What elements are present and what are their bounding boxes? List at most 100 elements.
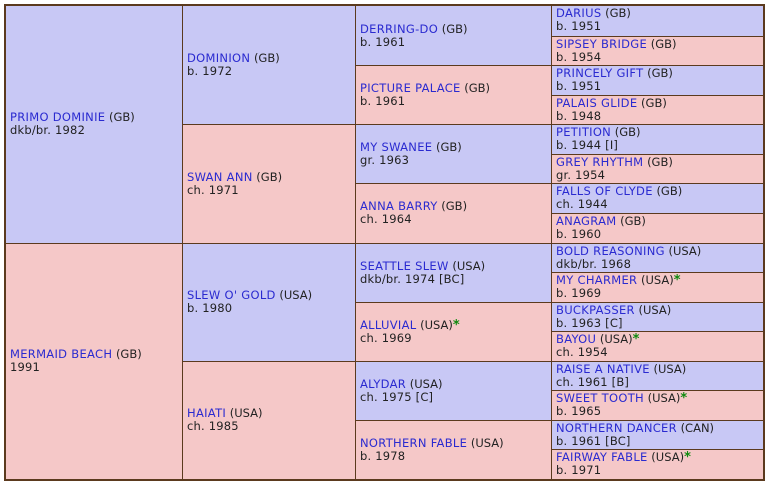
- horse-details: b. 1944 [I]: [556, 138, 619, 153]
- horse-details: ch. 1961 [B]: [556, 374, 630, 389]
- horse-name-link[interactable]: BAYOU: [556, 332, 597, 347]
- horse-name-link[interactable]: DERRING-DO: [360, 21, 439, 36]
- country-code: (GB): [620, 213, 646, 228]
- country-code: (USA): [647, 391, 681, 406]
- country-code: (GB): [650, 36, 677, 51]
- country-code: (USA): [651, 450, 685, 465]
- horse-name-link[interactable]: ANNA BARRY: [360, 199, 438, 214]
- horse-details: b. 1961: [360, 34, 406, 49]
- horse-details: ch. 1985: [187, 419, 239, 434]
- horse-name-link[interactable]: SIPSEY BRIDGE: [556, 36, 648, 51]
- horse-name-link[interactable]: PETITION: [556, 125, 612, 140]
- pedigree-chart: PRIMO DOMINIE (GB) dkb/br. 1982 MERMAID BE…: [4, 4, 765, 481]
- horse-details: b. 1969: [556, 286, 602, 301]
- pedigree-cell-gen3: NORTHERN FABLE (USA) b. 1978: [356, 420, 551, 479]
- horse-name-link[interactable]: ANAGRAM: [556, 213, 617, 228]
- country-code: (GB): [656, 184, 683, 199]
- country-code: (CAN): [680, 420, 715, 435]
- horse-name-link[interactable]: BUCKPASSER: [556, 302, 635, 317]
- country-code: (GB): [115, 347, 142, 362]
- horse-name-link[interactable]: DARIUS: [556, 6, 602, 20]
- horse-details: b. 1954: [556, 49, 602, 64]
- horse-details: b. 1971: [556, 463, 602, 478]
- horse-details: 1991: [10, 360, 41, 375]
- country-code: (USA): [653, 361, 687, 376]
- horse-details: dkb/br. 1968: [556, 256, 632, 271]
- horse-details: ch. 1944: [556, 197, 608, 212]
- pedigree-cell-gen3: MY SWANEE (GB) gr. 1963: [356, 125, 551, 184]
- pedigree-cell-gen3: DERRING-DO (GB) b. 1961: [356, 6, 551, 66]
- horse-name-link[interactable]: GREY RHYTHM: [556, 154, 644, 169]
- pedigree-cell-gen3: ALLUVIAL (USA)* ch. 1969: [356, 302, 551, 361]
- horse-details: gr. 1954: [556, 167, 606, 182]
- pedigree-cell-gen1: PRIMO DOMINIE (GB) dkb/br. 1982: [6, 6, 182, 243]
- pedigree-cell-gen4: PALAIS GLIDE (GB) b. 1948: [552, 95, 763, 125]
- horse-details: ch. 1975 [C]: [360, 389, 434, 404]
- country-code: (USA): [409, 376, 443, 391]
- horse-name-link[interactable]: PALAIS GLIDE: [556, 95, 638, 110]
- horse-name-link[interactable]: DOMINION: [187, 51, 251, 66]
- country-code: (GB): [647, 66, 673, 81]
- country-code: (GB): [464, 81, 491, 96]
- horse-name-link[interactable]: MERMAID BEACH: [10, 347, 113, 362]
- country-code: (GB): [441, 21, 468, 36]
- horse-name-link[interactable]: SLEW O' GOLD: [187, 288, 276, 303]
- horse-name-link[interactable]: NORTHERN FABLE: [360, 435, 468, 450]
- pedigree-cell-gen2: HAIATI (USA) ch. 1985: [183, 361, 355, 479]
- country-code: (GB): [108, 110, 135, 125]
- pedigree-cell-gen4: NORTHERN DANCER (CAN) b. 1961 [BC]: [552, 420, 763, 450]
- horse-details: b. 1978: [360, 448, 406, 463]
- horse-name-link[interactable]: FAIRWAY FABLE: [556, 450, 648, 465]
- horse-name-link[interactable]: HAIATI: [187, 406, 227, 421]
- star-marker-icon: *: [680, 391, 688, 407]
- horse-name-link[interactable]: RAISE A NATIVE: [556, 361, 650, 376]
- horse-details: b. 1951: [556, 79, 602, 94]
- pedigree-cell-gen1: MERMAID BEACH (GB) 1991: [6, 243, 182, 479]
- country-code: (GB): [614, 125, 641, 140]
- pedigree-cell-gen4: ANAGRAM (GB) b. 1960: [552, 213, 763, 243]
- horse-name-link[interactable]: SEATTLE SLEW: [360, 258, 449, 273]
- horse-name-link[interactable]: SWAN ANN: [187, 169, 253, 184]
- horse-name-link[interactable]: ALYDAR: [360, 376, 407, 391]
- pedigree-cell-gen4: GREY RHYTHM (GB) gr. 1954: [552, 154, 763, 184]
- horse-name-link[interactable]: PICTURE PALACE: [360, 81, 461, 96]
- pedigree-cell-gen4: BAYOU (USA)* ch. 1954: [552, 332, 763, 361]
- star-marker-icon: *: [632, 332, 640, 348]
- horse-name-link[interactable]: PRINCELY GIFT: [556, 66, 644, 81]
- pedigree-cell-gen4: BUCKPASSER (USA) b. 1963 [C]: [552, 302, 763, 332]
- horse-name-link[interactable]: ALLUVIAL: [360, 317, 417, 332]
- star-marker-icon: *: [684, 450, 691, 466]
- country-code: (USA): [229, 406, 263, 421]
- country-code: (GB): [647, 154, 673, 169]
- horse-details: ch. 1954: [556, 345, 608, 360]
- horse-details: gr. 1963: [360, 153, 410, 168]
- horse-details: ch. 1964: [360, 212, 412, 227]
- country-code: (USA): [279, 288, 313, 303]
- horse-name-link[interactable]: MY CHARMER: [556, 273, 638, 288]
- horse-details: b. 1951: [556, 19, 602, 33]
- horse-name-link[interactable]: PRIMO DOMINIE: [10, 110, 106, 125]
- horse-name-link[interactable]: FALLS OF CLYDE: [556, 184, 653, 199]
- horse-details: b. 1961: [360, 94, 406, 109]
- country-code: (GB): [253, 51, 280, 66]
- horse-name-link[interactable]: NORTHERN DANCER: [556, 420, 677, 435]
- pedigree-cell-gen2: DOMINION (GB) b. 1972: [183, 6, 355, 125]
- country-code: (USA): [452, 258, 486, 273]
- pedigree-cell-gen3: SEATTLE SLEW (USA) dkb/br. 1974 [BC]: [356, 243, 551, 302]
- horse-details: b. 1948: [556, 108, 602, 123]
- pedigree-cell-gen4: SIPSEY BRIDGE (GB) b. 1954: [552, 36, 763, 66]
- horse-details: ch. 1971: [187, 182, 239, 197]
- horse-details: b. 1961 [BC]: [556, 433, 631, 448]
- pedigree-cell-gen3: ANNA BARRY (GB) ch. 1964: [356, 184, 551, 243]
- horse-name-link[interactable]: SWEET TOOTH: [556, 391, 644, 406]
- country-code: (USA): [640, 273, 674, 288]
- horse-name-link[interactable]: BOLD REASONING: [556, 243, 665, 258]
- country-code: (GB): [436, 140, 462, 155]
- pedigree-cell-gen4: SWEET TOOTH (USA)* b. 1965: [552, 391, 763, 420]
- horse-details: b. 1972: [187, 64, 233, 79]
- horse-details: b. 1965: [556, 404, 602, 419]
- pedigree-cell-gen2: SLEW O' GOLD (USA) b. 1980: [183, 243, 355, 361]
- country-code: (GB): [256, 169, 283, 184]
- horse-name-link[interactable]: MY SWANEE: [360, 140, 433, 155]
- pedigree-cell-gen4: MY CHARMER (USA)* b. 1969: [552, 273, 763, 302]
